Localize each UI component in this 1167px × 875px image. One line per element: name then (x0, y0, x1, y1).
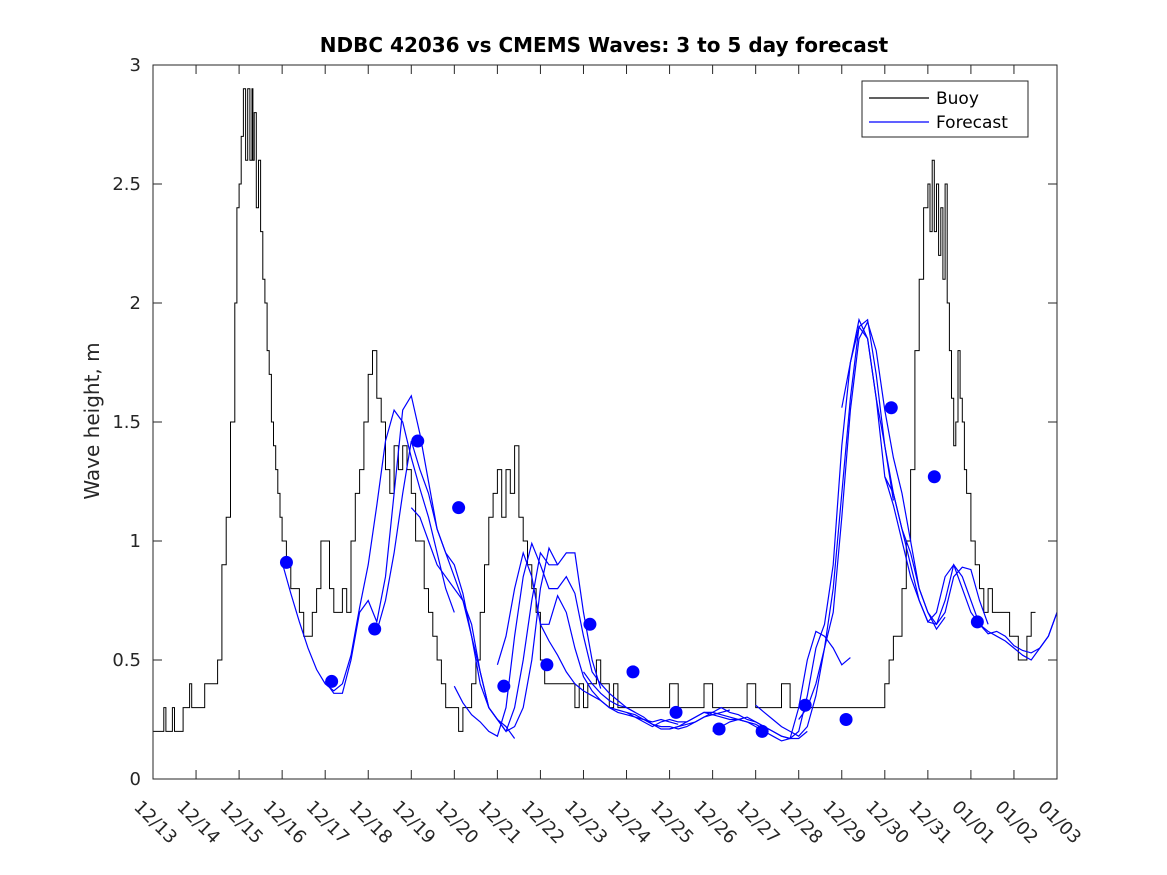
forecast-marker (540, 658, 554, 672)
forecast-series-line-4 (410, 507, 602, 733)
forecast-series-line-3 (368, 440, 559, 733)
buoy-series-line (153, 88, 1036, 732)
y-tick-label: 0 (130, 769, 141, 790)
forecast-marker (279, 555, 293, 569)
forecast-series-line-12 (755, 320, 946, 737)
y-tick-label: 1.5 (112, 412, 141, 433)
forecast-marker (452, 501, 466, 515)
forecast-marker (583, 617, 597, 631)
forecast-marker (497, 679, 511, 693)
plot-frame (152, 64, 1058, 780)
legend: Buoy Forecast (861, 80, 1029, 138)
y-tick-label: 3 (130, 55, 141, 76)
forecast-marker (411, 434, 425, 448)
legend-box (861, 80, 1029, 138)
forecast-series-line-1 (281, 408, 455, 692)
forecast-marker (798, 698, 812, 712)
legend-label-buoy: Buoy (936, 89, 979, 109)
forecast-series-line-14 (841, 325, 1058, 661)
forecast-marker (839, 713, 853, 726)
forecast-series-line-5 (453, 541, 636, 738)
chart-title: NDBC 42036 vs CMEMS Waves: 3 to 5 day fo… (320, 33, 889, 57)
y-tick-label: 0.5 (112, 650, 141, 671)
legend-label-forecast: Forecast (936, 113, 1008, 133)
forecast-marker (368, 622, 382, 636)
y-tick-label: 2 (130, 293, 141, 314)
forecast-marker (884, 401, 898, 415)
forecast-series-line-15 (884, 476, 1058, 654)
forecast-marker (626, 665, 640, 679)
y-axis-label: Wave height, m (80, 342, 104, 499)
y-tick-label: 2.5 (112, 174, 141, 195)
y-tick-label: 1 (130, 531, 141, 552)
forecast-marker (669, 705, 683, 719)
marker-layer (279, 401, 984, 738)
forecast-marker (927, 470, 941, 484)
forecast-marker (755, 724, 769, 738)
forecast-marker (970, 615, 984, 629)
plot-area (153, 65, 1057, 779)
forecast-marker (712, 722, 726, 736)
forecast-layer (281, 317, 1058, 742)
forecast-marker (325, 674, 339, 688)
buoy-layer (153, 88, 1036, 732)
